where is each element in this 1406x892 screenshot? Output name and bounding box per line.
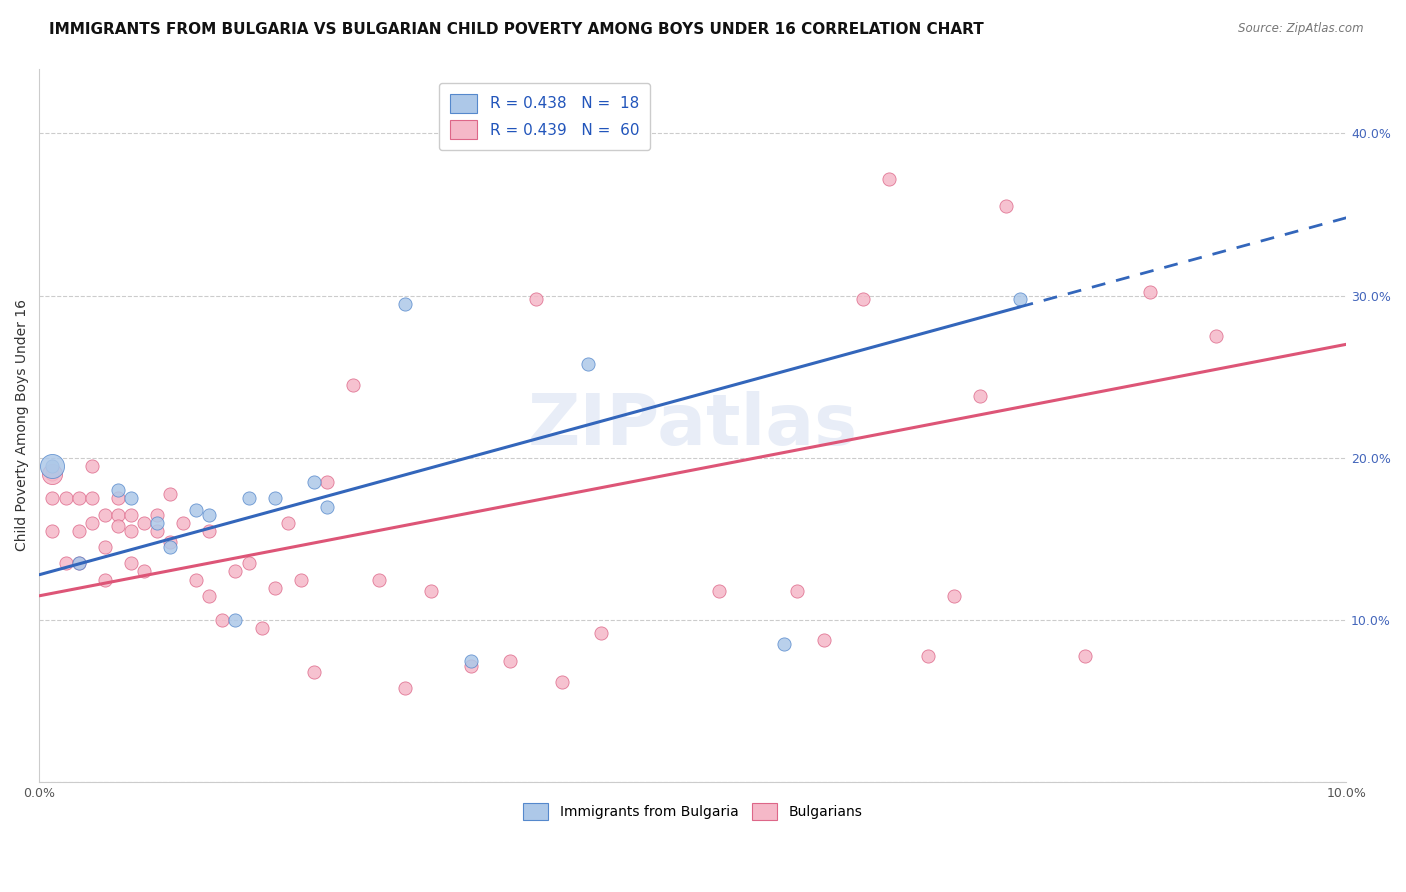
Point: [80, 491, 103, 506]
Point: [120, 524, 142, 538]
Point: [41, 467, 63, 482]
Point: [94, 540, 117, 554]
Legend: Immigrants from Bulgaria, Bulgarians: Immigrants from Bulgaria, Bulgarians: [517, 797, 868, 825]
Point: [302, 665, 325, 679]
Point: [277, 516, 299, 530]
Point: [420, 583, 443, 598]
Point: [1139, 285, 1161, 300]
Point: [877, 171, 900, 186]
Point: [107, 483, 129, 498]
Text: ZIPatlas: ZIPatlas: [527, 391, 858, 460]
Point: [786, 583, 808, 598]
Point: [707, 583, 730, 598]
Point: [499, 654, 522, 668]
Point: [1074, 648, 1097, 663]
Point: [394, 297, 416, 311]
Point: [94, 508, 117, 522]
Point: [342, 377, 364, 392]
Y-axis label: Child Poverty Among Boys Under 16: Child Poverty Among Boys Under 16: [15, 300, 30, 551]
Point: [41, 458, 63, 473]
Point: [107, 491, 129, 506]
Point: [591, 626, 613, 640]
Point: [263, 491, 285, 506]
Point: [368, 573, 391, 587]
Point: [132, 565, 155, 579]
Point: [524, 292, 547, 306]
Point: [146, 524, 169, 538]
Point: [159, 535, 181, 549]
Point: [290, 573, 312, 587]
Point: [67, 557, 90, 571]
Point: [302, 475, 325, 490]
Point: [120, 508, 142, 522]
Point: [80, 458, 103, 473]
Point: [146, 516, 169, 530]
Point: [94, 573, 117, 587]
Point: [211, 613, 233, 627]
Point: [55, 557, 77, 571]
Point: [186, 503, 208, 517]
Point: [67, 491, 90, 506]
Point: [394, 681, 416, 696]
Point: [107, 519, 129, 533]
Point: [995, 199, 1018, 213]
Point: [107, 508, 129, 522]
Point: [576, 357, 599, 371]
Point: [460, 654, 482, 668]
Point: [41, 467, 63, 482]
Point: [316, 500, 339, 514]
Point: [172, 516, 194, 530]
Point: [551, 674, 574, 689]
Point: [917, 648, 939, 663]
Point: [41, 458, 63, 473]
Point: [250, 621, 273, 635]
Point: [132, 516, 155, 530]
Point: [80, 516, 103, 530]
Point: [159, 486, 181, 500]
Point: [159, 540, 181, 554]
Point: [67, 524, 90, 538]
Point: [224, 613, 246, 627]
Point: [1205, 329, 1227, 343]
Point: [198, 524, 221, 538]
Text: Source: ZipAtlas.com: Source: ZipAtlas.com: [1239, 22, 1364, 36]
Point: [813, 632, 835, 647]
Point: [852, 292, 875, 306]
Point: [943, 589, 966, 603]
Point: [146, 508, 169, 522]
Point: [224, 565, 246, 579]
Point: [198, 508, 221, 522]
Point: [67, 557, 90, 571]
Point: [120, 491, 142, 506]
Point: [773, 637, 796, 651]
Point: [263, 581, 285, 595]
Point: [1008, 292, 1031, 306]
Point: [238, 491, 260, 506]
Point: [238, 557, 260, 571]
Text: IMMIGRANTS FROM BULGARIA VS BULGARIAN CHILD POVERTY AMONG BOYS UNDER 16 CORRELAT: IMMIGRANTS FROM BULGARIA VS BULGARIAN CH…: [49, 22, 984, 37]
Point: [41, 491, 63, 506]
Point: [120, 557, 142, 571]
Point: [316, 475, 339, 490]
Point: [55, 491, 77, 506]
Point: [198, 589, 221, 603]
Point: [969, 389, 991, 403]
Point: [460, 658, 482, 673]
Point: [41, 524, 63, 538]
Point: [186, 573, 208, 587]
